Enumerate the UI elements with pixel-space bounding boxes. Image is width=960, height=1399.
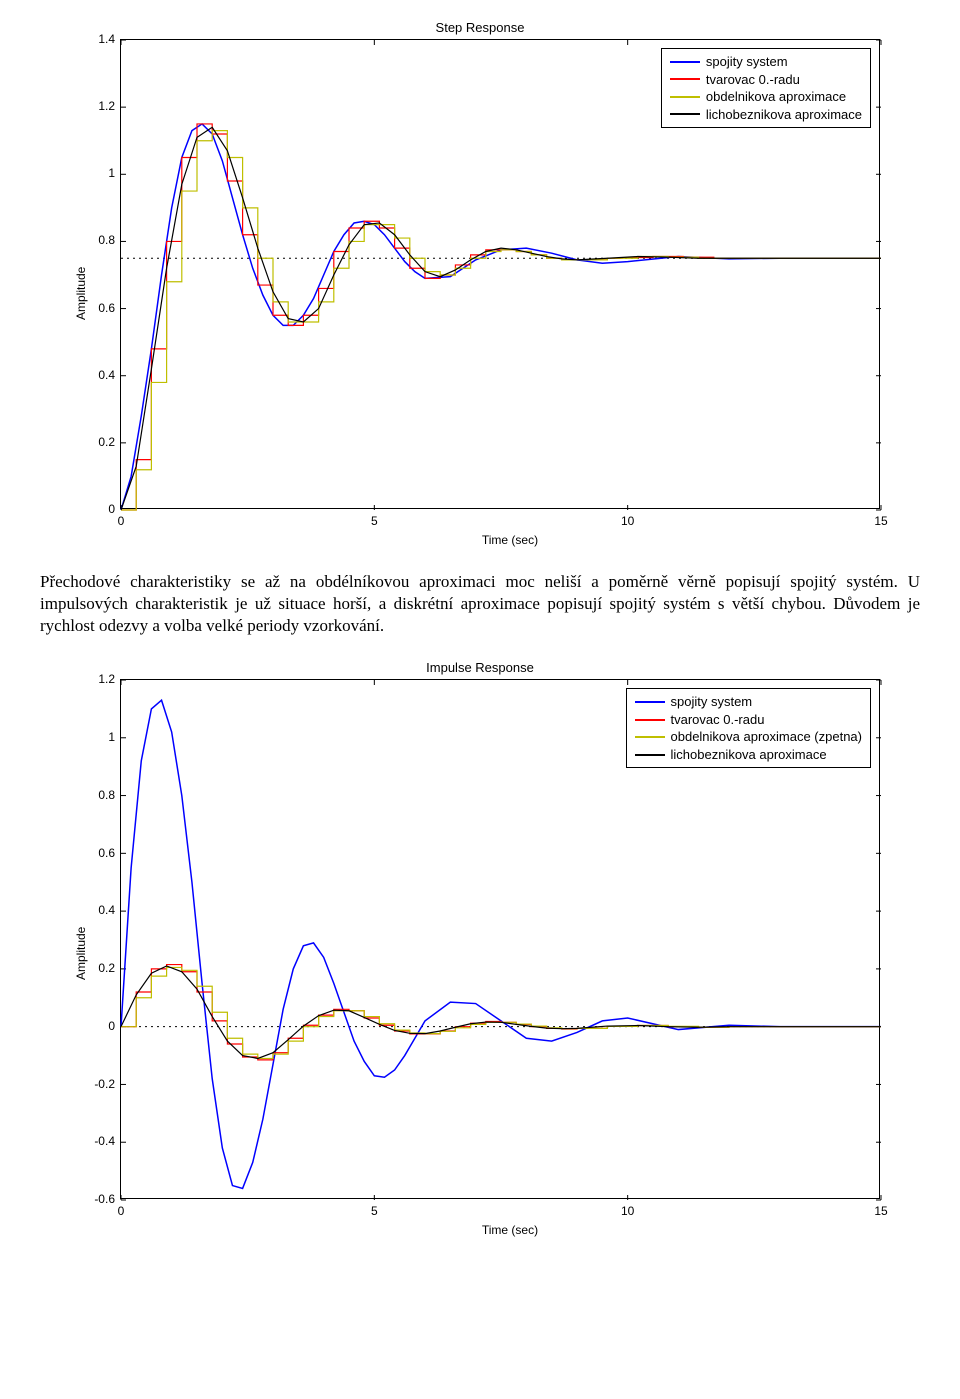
ytick-label: 1.4 — [65, 32, 115, 46]
legend-label: tvarovac 0.-radu — [706, 71, 800, 89]
xtick-label: 5 — [359, 1204, 389, 1218]
xtick-label: 10 — [613, 514, 643, 528]
legend-item: tvarovac 0.-radu — [635, 711, 863, 729]
legend-item: lichobeznikova aproximace — [635, 746, 863, 764]
legend-item: obdelnikova aproximace — [670, 88, 862, 106]
legend-swatch — [670, 113, 700, 115]
series-spojity-system — [121, 700, 881, 1188]
ytick-label: 0.6 — [65, 301, 115, 315]
ytick-label: 0.8 — [65, 788, 115, 802]
legend-label: spojity system — [671, 693, 753, 711]
legend-swatch — [670, 61, 700, 63]
chart1-legend: spojity systemtvarovac 0.-raduobdelnikov… — [661, 48, 871, 128]
legend-label: obdelnikova aproximace — [706, 88, 846, 106]
ytick-label: 1 — [65, 166, 115, 180]
series-tvarovac-0.-radu — [121, 965, 881, 1060]
series-spojity-system — [121, 124, 881, 510]
legend-label: lichobeznikova aproximace — [706, 106, 862, 124]
legend-label: lichobeznikova aproximace — [671, 746, 827, 764]
xtick-label: 0 — [106, 514, 136, 528]
chart2-plot-area: spojity systemtvarovac 0.-raduobdelnikov… — [120, 679, 880, 1199]
ytick-label: 0 — [65, 1019, 115, 1033]
legend-item: spojity system — [670, 53, 862, 71]
legend-swatch — [635, 736, 665, 738]
ytick-label: 0.2 — [65, 435, 115, 449]
ytick-label: -0.2 — [65, 1077, 115, 1091]
legend-item: lichobeznikova aproximace — [670, 106, 862, 124]
legend-swatch — [635, 719, 665, 721]
ytick-label: 0.4 — [65, 903, 115, 917]
legend-swatch — [635, 701, 665, 703]
ytick-label: 0.2 — [65, 961, 115, 975]
chart2-legend: spojity systemtvarovac 0.-raduobdelnikov… — [626, 688, 872, 768]
legend-label: spojity system — [706, 53, 788, 71]
legend-item: tvarovac 0.-radu — [670, 71, 862, 89]
series-obdelnikova-aproximace — [121, 131, 881, 510]
chart2-xlabel: Time (sec) — [120, 1223, 900, 1237]
xtick-label: 15 — [866, 514, 896, 528]
chart1-title: Step Response — [60, 20, 900, 35]
xtick-label: 0 — [106, 1204, 136, 1218]
legend-label: obdelnikova aproximace (zpetna) — [671, 728, 863, 746]
chart2-title: Impulse Response — [60, 660, 900, 675]
body-paragraph: Přechodové charakteristiky se až na obdé… — [40, 571, 920, 636]
chart1-plot-area: spojity systemtvarovac 0.-raduobdelnikov… — [120, 39, 880, 509]
series-obdelnikova-aproximace-(zpetna) — [121, 968, 881, 1059]
ytick-label: 0.6 — [65, 846, 115, 860]
legend-item: spojity system — [635, 693, 863, 711]
impulse-response-chart: Impulse Response Amplitude spojity syste… — [60, 660, 900, 1237]
ytick-label: 1 — [65, 730, 115, 744]
ytick-label: 1.2 — [65, 99, 115, 113]
legend-swatch — [635, 754, 665, 756]
ytick-label: 0.8 — [65, 233, 115, 247]
series-lichobeznikova-aproximace — [121, 127, 881, 510]
legend-label: tvarovac 0.-radu — [671, 711, 765, 729]
xtick-label: 5 — [359, 514, 389, 528]
xtick-label: 10 — [613, 1204, 643, 1218]
step-response-chart: Step Response Amplitude spojity systemtv… — [60, 20, 900, 547]
series-tvarovac-0.-radu — [121, 124, 881, 510]
chart1-xlabel: Time (sec) — [120, 533, 900, 547]
ytick-label: -0.4 — [65, 1134, 115, 1148]
xtick-label: 15 — [866, 1204, 896, 1218]
legend-item: obdelnikova aproximace (zpetna) — [635, 728, 863, 746]
ytick-label: 0.4 — [65, 368, 115, 382]
legend-swatch — [670, 96, 700, 98]
ytick-label: 1.2 — [65, 672, 115, 686]
legend-swatch — [670, 78, 700, 80]
